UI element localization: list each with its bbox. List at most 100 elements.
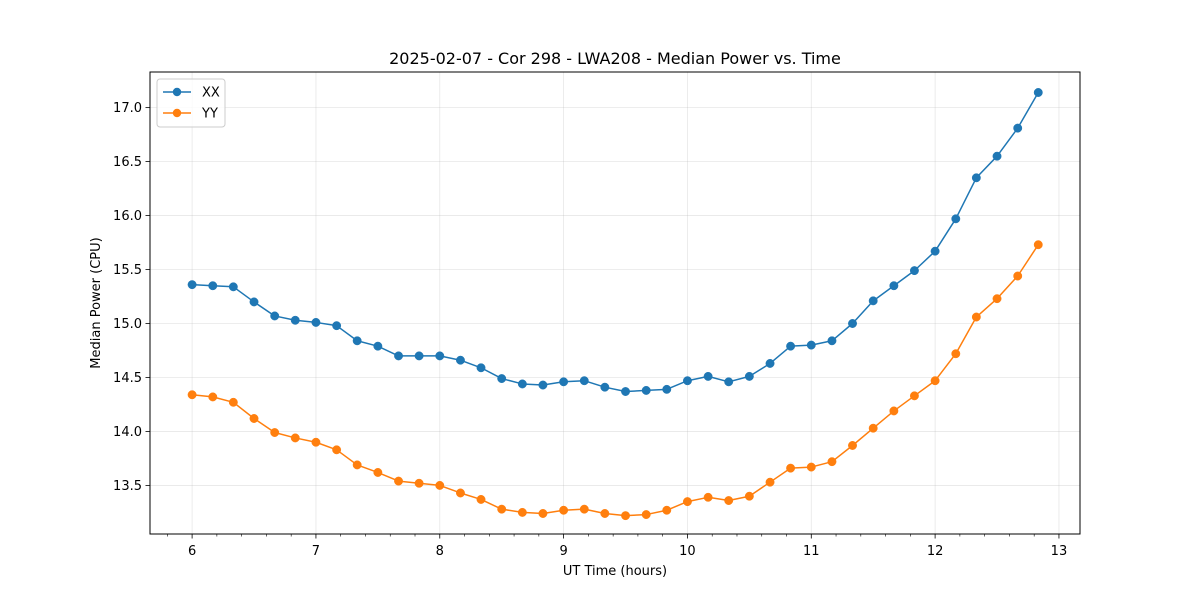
data-point-xx: [600, 382, 610, 392]
data-point-yy: [951, 349, 961, 359]
data-point-xx: [827, 336, 837, 346]
data-point-xx: [703, 371, 713, 381]
y-tick-label: 14.0: [113, 425, 142, 440]
x-tick-label: 13: [1051, 544, 1068, 559]
data-point-xx: [476, 363, 486, 373]
data-point-xx: [559, 377, 569, 387]
data-point-yy: [332, 445, 342, 455]
data-point-xx: [765, 358, 775, 368]
data-point-yy: [559, 505, 569, 515]
data-point-yy: [806, 462, 816, 472]
data-point-yy: [682, 497, 692, 507]
data-point-xx: [971, 173, 981, 183]
data-point-xx: [456, 355, 465, 365]
series-xx: [187, 88, 1043, 396]
data-point-xx: [270, 311, 280, 321]
data-point-yy: [827, 457, 837, 467]
y-axis-title: Median Power (CPU): [89, 237, 104, 368]
data-point-xx: [517, 379, 527, 389]
legend-marker-yy: [172, 108, 182, 118]
data-point-yy: [930, 376, 940, 386]
legend-label-xx: XX: [202, 86, 220, 101]
data-point-yy: [394, 476, 403, 486]
data-point-yy: [187, 390, 197, 400]
data-point-xx: [579, 376, 589, 386]
legend-item-yy: YY: [163, 107, 218, 122]
tick-layer: 6 7 8 9 10 11 12 13 13.5 14.0 14.5 15.0 15.5 16.0 16.5…: [113, 101, 1067, 559]
data-point-xx: [621, 387, 630, 396]
data-point-yy: [414, 478, 424, 488]
data-point-xx: [208, 281, 218, 291]
data-point-xx: [1013, 123, 1023, 133]
data-point-xx: [641, 385, 651, 395]
data-point-yy: [889, 406, 899, 416]
data-point-xx: [930, 246, 940, 256]
x-axis-title: UT Time (hours): [563, 564, 667, 579]
data-point-xx: [682, 376, 692, 386]
data-point-yy: [228, 397, 238, 407]
y-tick-label: 16.5: [113, 155, 142, 170]
data-point-xx: [992, 151, 1002, 161]
y-tick-label: 13.5: [113, 479, 142, 494]
data-point-yy: [992, 294, 1002, 304]
data-point-xx: [806, 340, 816, 350]
data-point-yy: [662, 505, 672, 515]
data-point-xx: [951, 214, 961, 224]
data-point-yy: [476, 495, 486, 504]
data-point-yy: [311, 437, 321, 447]
data-point-xx: [1033, 88, 1043, 97]
data-point-yy: [765, 477, 775, 487]
data-point-yy: [270, 428, 280, 437]
data-point-yy: [517, 507, 527, 517]
data-point-xx: [394, 351, 403, 361]
data-point-yy: [497, 504, 507, 514]
data-point-xx: [414, 351, 424, 361]
x-tick-label: 10: [679, 544, 696, 559]
data-point-xx: [187, 280, 197, 290]
data-point-yy: [971, 312, 981, 322]
legend-marker-xx: [172, 87, 182, 97]
data-point-yy: [249, 414, 259, 423]
data-point-xx: [373, 341, 383, 351]
data-point-xx: [249, 297, 259, 307]
y-tick-label: 14.5: [113, 371, 142, 386]
plot-frame: [149, 71, 1081, 535]
data-point-yy: [1013, 271, 1023, 281]
data-point-yy: [456, 488, 465, 498]
chart-title: 2025-02-07 - Cor 298 - LWA208 - Median P…: [389, 49, 841, 68]
data-point-yy: [744, 491, 754, 501]
data-point-yy: [435, 480, 445, 490]
data-point-xx: [786, 341, 796, 351]
data-point-xx: [724, 377, 734, 387]
data-point-xx: [848, 319, 857, 328]
data-point-yy: [786, 463, 796, 473]
data-point-yy: [1033, 240, 1043, 250]
data-point-xx: [435, 351, 445, 361]
data-point-xx: [538, 380, 548, 390]
data-point-yy: [724, 496, 734, 505]
data-point-xx: [290, 315, 300, 325]
series-layer: [187, 88, 1043, 521]
data-point-yy: [579, 504, 589, 514]
data-point-xx: [868, 296, 878, 306]
y-tick-label: 16.0: [113, 209, 142, 224]
data-point-yy: [909, 391, 919, 401]
legend-label-yy: YY: [201, 107, 218, 122]
data-point-yy: [848, 441, 857, 450]
data-point-yy: [538, 509, 548, 518]
y-tick-label: 15.5: [113, 263, 142, 278]
data-point-xx: [497, 374, 507, 384]
data-point-yy: [621, 511, 630, 521]
x-tick-label: 12: [927, 544, 944, 559]
data-point-yy: [208, 392, 218, 402]
data-point-yy: [703, 492, 713, 502]
y-tick-label: 17.0: [113, 101, 142, 116]
x-tick-label: 7: [312, 544, 320, 559]
data-point-xx: [662, 384, 672, 394]
data-point-xx: [889, 281, 899, 291]
x-tick-label: 9: [559, 544, 567, 559]
legend-item-xx: XX: [163, 86, 220, 101]
grid: [150, 72, 1080, 534]
data-point-xx: [352, 336, 362, 346]
